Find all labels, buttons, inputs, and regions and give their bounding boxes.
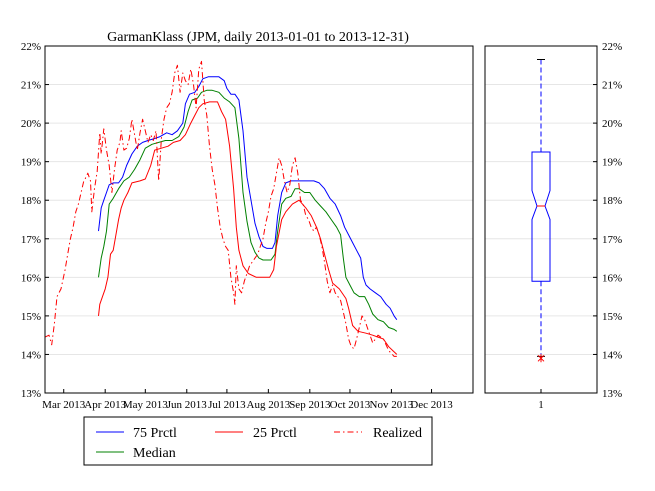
- x-tick-label: Nov 2013: [370, 399, 414, 411]
- y-tick-label: 15%: [21, 311, 41, 323]
- x-tick-label: Apr 2013: [84, 399, 126, 411]
- y-tick-label: 14%: [21, 349, 41, 361]
- main-plot-area: [45, 46, 473, 393]
- box-marks: [531, 58, 551, 363]
- legend-label-p75: 75 Prctl: [133, 426, 177, 441]
- box-y-tick-label: 21%: [602, 80, 622, 92]
- legend-label-p25: 25 Prctl: [253, 426, 297, 441]
- legend-label-median: Median: [133, 446, 176, 461]
- box-y-tick-label: 13%: [602, 388, 622, 400]
- y-tick-label: 19%: [21, 157, 41, 169]
- main-y-axis: 13% 14% 15% 16% 17% 18% 19% 20% 21% 22%: [21, 41, 49, 400]
- x-tick-label: Jul 2013: [208, 399, 246, 411]
- legend: 75 Prctl 25 Prctl Realized Median: [83, 416, 433, 466]
- x-tick-label: Mar 2013: [42, 399, 86, 411]
- y-tick-label: 18%: [21, 195, 41, 207]
- x-tick-label: Jun 2013: [167, 399, 208, 411]
- legend-box: [83, 416, 433, 466]
- main-plot: 13%14%15%16%17%18%19%20%21%22% Mar 2013A…: [21, 41, 474, 411]
- x-tick-label: Dec 2013: [410, 399, 453, 411]
- box-y-tick-label: 22%: [602, 41, 622, 53]
- main-series-lines: [44, 60, 398, 357]
- box-y-tick-label: 20%: [602, 118, 622, 130]
- box-y-axis: 13% 14% 15% 16% 17% 18% 19% 20% 21% 22%: [593, 41, 622, 400]
- box-y-tick-label: 18%: [602, 195, 622, 207]
- y-tick-label: 16%: [21, 272, 41, 284]
- box-y-tick-label: 17%: [602, 234, 622, 246]
- box-plot: 13% 14% 15% 16% 17% 18% 19% 20% 21% 22% 1: [484, 41, 622, 411]
- legend-label-realized: Realized: [373, 426, 422, 441]
- y-tick-label: 17%: [21, 234, 41, 246]
- y-tick-label: 22%: [21, 41, 41, 53]
- box-y-tick-label: 19%: [602, 157, 622, 169]
- box-y-tick-label: 15%: [602, 311, 622, 323]
- main-plot-frame: [44, 45, 474, 394]
- box-x-axis: 1: [538, 389, 544, 411]
- series-line-75-prctl: [98, 76, 398, 320]
- y-tick-label: 13%: [21, 388, 41, 400]
- x-tick-label: Oct 2013: [330, 399, 371, 411]
- box-outlier-marker: [537, 354, 545, 363]
- box-y-tick-label: 14%: [602, 349, 622, 361]
- box-x-tick-label: 1: [538, 399, 544, 411]
- series-line-25-prctl: [98, 101, 398, 355]
- series-line-realized: [44, 60, 397, 357]
- series-line-median: [98, 89, 398, 332]
- box-body: [531, 151, 551, 282]
- x-tick-label: Aug 2013: [247, 399, 291, 411]
- box-y-tick-label: 16%: [602, 272, 622, 284]
- y-tick-label: 21%: [21, 80, 41, 92]
- y-tick-label: 20%: [21, 118, 41, 130]
- x-tick-label: Sep 2013: [289, 399, 331, 411]
- x-tick-label: May 2013: [123, 399, 168, 411]
- chart-title: GarmanKlass (JPM, daily 2013-01-01 to 20…: [107, 30, 409, 45]
